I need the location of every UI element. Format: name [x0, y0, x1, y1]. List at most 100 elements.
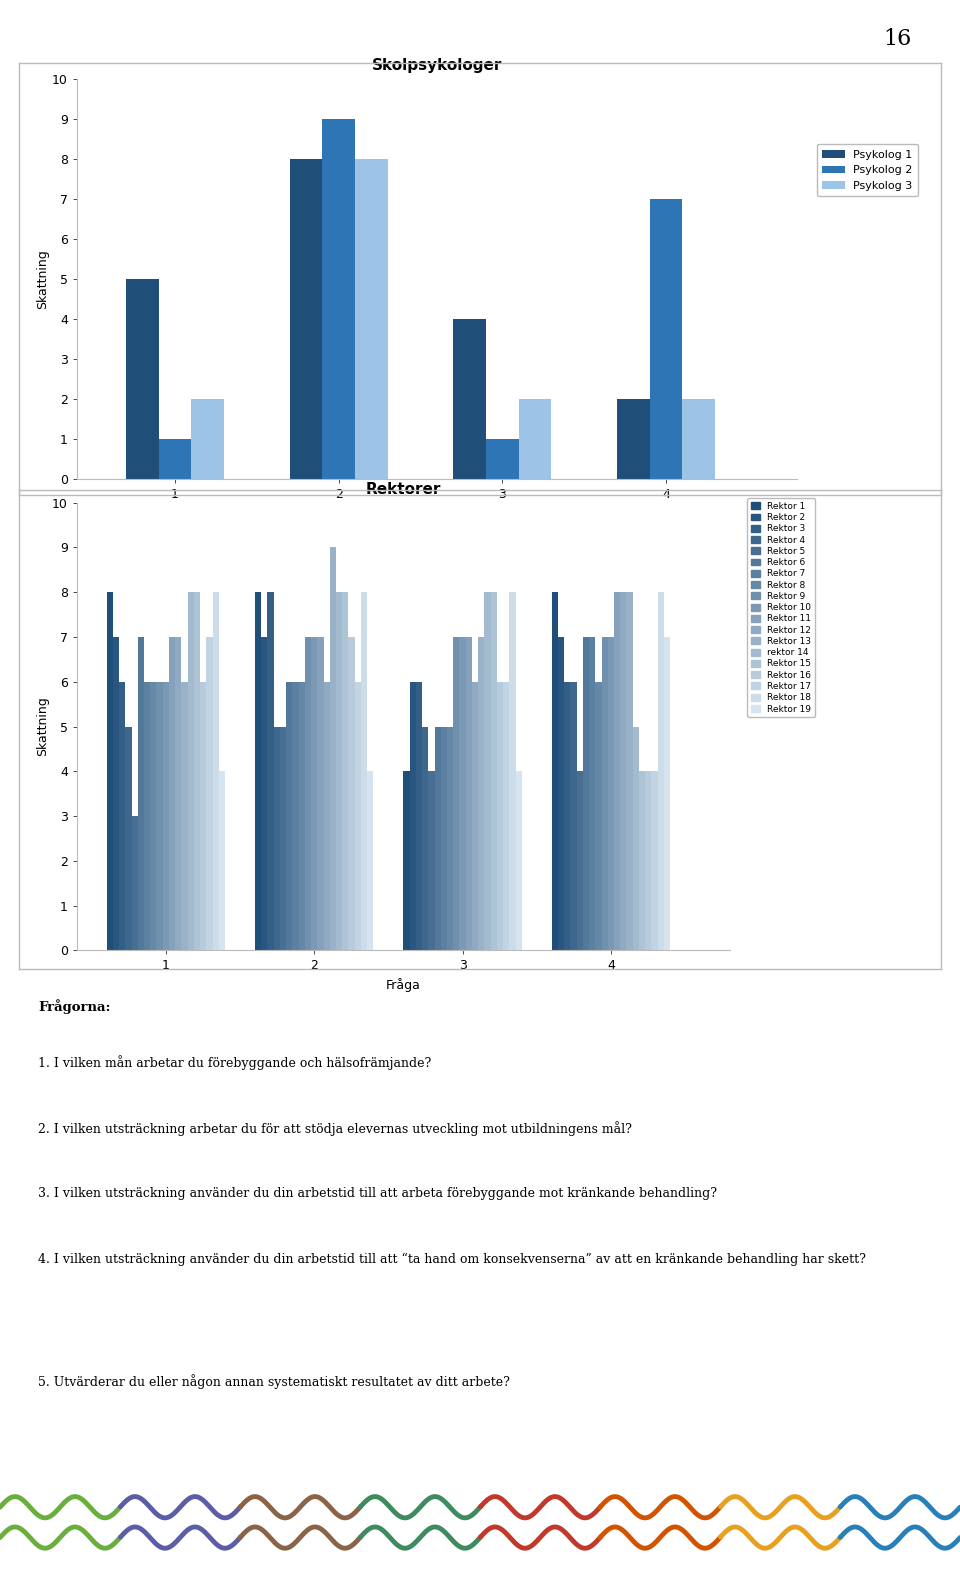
Bar — [664, 638, 670, 950]
Bar — [491, 592, 497, 950]
Bar — [187, 592, 194, 950]
Bar — [212, 592, 219, 950]
Bar — [602, 638, 608, 950]
Text: 2. I vilken utsträckning arbetar du för att stödja elevernas utveckling mot utbi: 2. I vilken utsträckning arbetar du för … — [38, 1122, 633, 1136]
Bar — [169, 638, 175, 950]
Bar — [516, 771, 521, 950]
Bar — [466, 638, 472, 950]
Text: Frågorna:: Frågorna: — [38, 999, 111, 1015]
Bar — [286, 682, 293, 950]
Bar — [158, 438, 191, 479]
Bar — [181, 682, 187, 950]
Bar — [354, 682, 361, 950]
Bar — [191, 399, 224, 479]
Text: 5. Utvärderar du eller någon annan systematiskt resultatet av ditt arbete?: 5. Utvärderar du eller någon annan syste… — [38, 1375, 511, 1389]
Bar — [336, 592, 342, 950]
Bar — [497, 682, 503, 950]
Bar — [355, 159, 388, 479]
Bar — [194, 592, 200, 950]
Bar — [132, 817, 138, 950]
Bar — [485, 592, 491, 950]
Bar — [583, 638, 589, 950]
Bar — [367, 771, 373, 950]
Bar — [617, 399, 650, 479]
Bar — [318, 638, 324, 950]
Bar — [510, 592, 516, 950]
Y-axis label: Skattning: Skattning — [36, 696, 49, 757]
Bar — [486, 438, 518, 479]
Bar — [453, 319, 486, 479]
Bar — [650, 200, 683, 479]
Title: Skolpsykologer: Skolpsykologer — [372, 58, 502, 74]
Bar — [293, 682, 299, 950]
Bar — [435, 726, 441, 950]
Bar — [305, 638, 311, 950]
Bar — [558, 638, 564, 950]
Bar — [608, 638, 614, 950]
Bar — [261, 638, 268, 950]
Text: 4. I vilken utsträckning använder du din arbetstid till att “ta hand om konsekve: 4. I vilken utsträckning använder du din… — [38, 1252, 866, 1266]
Text: 1. I vilken mån arbetar du förebyggande och hälsofrämjande?: 1. I vilken mån arbetar du förebyggande … — [38, 1056, 432, 1070]
Bar — [119, 682, 126, 950]
Bar — [416, 682, 422, 950]
Bar — [478, 638, 485, 950]
Bar — [274, 726, 280, 950]
Bar — [614, 592, 620, 950]
Bar — [206, 638, 212, 950]
Bar — [645, 771, 652, 950]
Bar — [683, 399, 715, 479]
Title: Rektorer: Rektorer — [366, 482, 441, 498]
Bar — [348, 638, 354, 950]
Bar — [361, 592, 367, 950]
Bar — [503, 682, 510, 950]
Bar — [113, 638, 119, 950]
Bar — [324, 682, 330, 950]
Bar — [107, 592, 113, 950]
Bar — [255, 592, 261, 950]
Bar — [428, 771, 435, 950]
Bar — [162, 682, 169, 950]
Bar — [422, 726, 428, 950]
Bar — [447, 726, 453, 950]
Bar — [620, 592, 627, 950]
Bar — [627, 592, 633, 950]
X-axis label: Fråga: Fråga — [420, 507, 454, 520]
Bar — [518, 399, 551, 479]
Bar — [138, 638, 144, 950]
Bar — [268, 592, 274, 950]
Bar — [472, 682, 478, 950]
Bar — [219, 771, 225, 950]
Bar — [126, 726, 132, 950]
Y-axis label: Skattning: Skattning — [36, 248, 49, 309]
Bar — [570, 682, 577, 950]
Bar — [639, 771, 645, 950]
Bar — [453, 638, 460, 950]
Legend: Psykolog 1, Psykolog 2, Psykolog 3: Psykolog 1, Psykolog 2, Psykolog 3 — [817, 145, 919, 196]
Bar — [633, 726, 639, 950]
Bar — [126, 280, 158, 479]
Bar — [595, 682, 602, 950]
Bar — [410, 682, 416, 950]
Bar — [441, 726, 447, 950]
Text: 16: 16 — [884, 28, 912, 50]
Text: 3. I vilken utsträckning använder du din arbetstid till att arbeta förebyggande : 3. I vilken utsträckning använder du din… — [38, 1186, 717, 1200]
Bar — [589, 638, 595, 950]
Bar — [311, 638, 318, 950]
Bar — [323, 119, 355, 479]
Bar — [299, 682, 305, 950]
Bar — [658, 592, 664, 950]
Bar — [652, 771, 658, 950]
Bar — [460, 638, 466, 950]
Bar — [144, 682, 150, 950]
X-axis label: Fråga: Fråga — [386, 979, 420, 991]
Bar — [200, 682, 206, 950]
Bar — [342, 592, 348, 950]
Bar — [150, 682, 156, 950]
Bar — [552, 592, 558, 950]
Bar — [280, 726, 286, 950]
Bar — [577, 771, 583, 950]
Bar — [330, 548, 336, 950]
Bar — [564, 682, 570, 950]
Bar — [156, 682, 162, 950]
Bar — [290, 159, 323, 479]
